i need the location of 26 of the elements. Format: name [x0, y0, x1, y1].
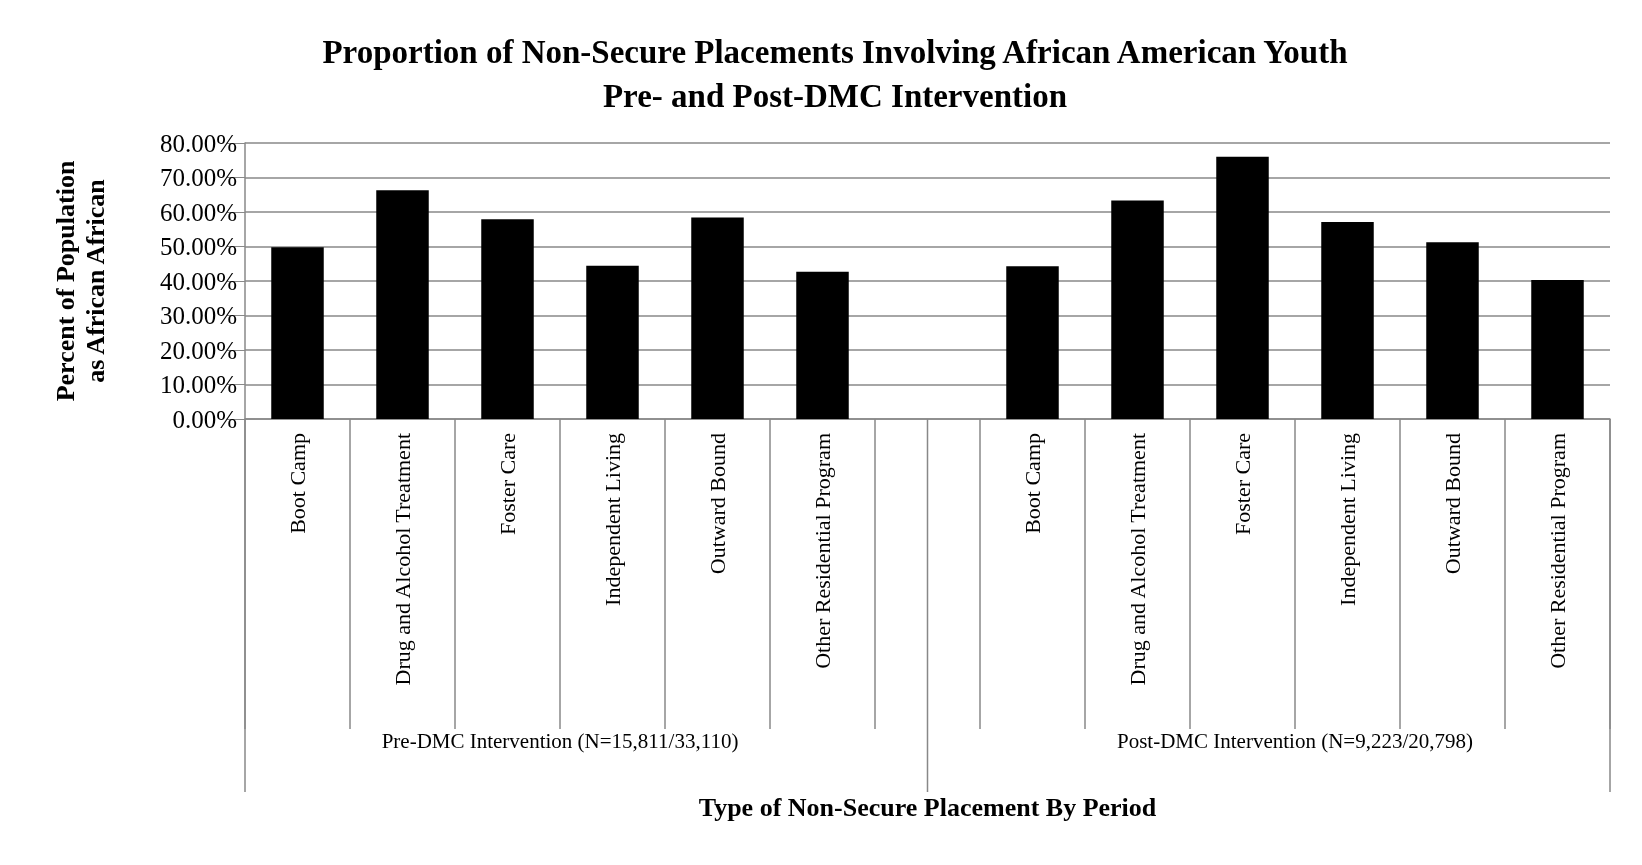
x-tick-label: Drug and Alcohol Treatment [390, 433, 415, 686]
x-tick-label: Outward Bound [705, 433, 730, 575]
y-tick-label: 10.00% [159, 371, 237, 398]
x-tick-label: Foster Care [1230, 433, 1255, 536]
text: Pre-DMC Intervention (N=15,811/33,110) [381, 728, 739, 753]
y-axis-title: Percent of Population as African African [50, 160, 110, 402]
text: Post-DMC Intervention (N=9,223/20,798) [1117, 728, 1473, 753]
x-axis-title: Type of Non-Secure Placement By Period [698, 792, 1157, 822]
y-tick-label: 40.00% [159, 267, 237, 295]
x-tick-label: Boot Camp [1020, 433, 1045, 534]
x-tick-label: Foster Care [495, 433, 520, 536]
x-tick-label: Independent Living [600, 433, 625, 606]
x-tick-label: Other Residential Program [810, 433, 835, 669]
x-tick-label: Independent Living [1335, 433, 1360, 606]
y-tick-label: 60.00% [159, 198, 237, 226]
y-tick-label: 20.00% [159, 336, 237, 364]
x-tick-label: Boot Camp [285, 433, 310, 534]
chart-title: Proportion of Non-Secure Placements Involving African American Youth Pre- and Post-DMC Intervention [322, 34, 1348, 114]
x-tick-label: Other Residential Program [1545, 433, 1570, 669]
y-tick-label: 0.00% [172, 405, 237, 433]
y-tick-label: 50.00% [159, 233, 237, 260]
x-tick-label: Outward Bound [1440, 433, 1465, 575]
y-tick-label: 30.00% [159, 302, 237, 329]
x-tick-label: Drug and Alcohol Treatment [1125, 433, 1150, 686]
y-tick-label: 80.00% [159, 129, 237, 157]
y-tick-label: 70.00% [159, 164, 237, 191]
